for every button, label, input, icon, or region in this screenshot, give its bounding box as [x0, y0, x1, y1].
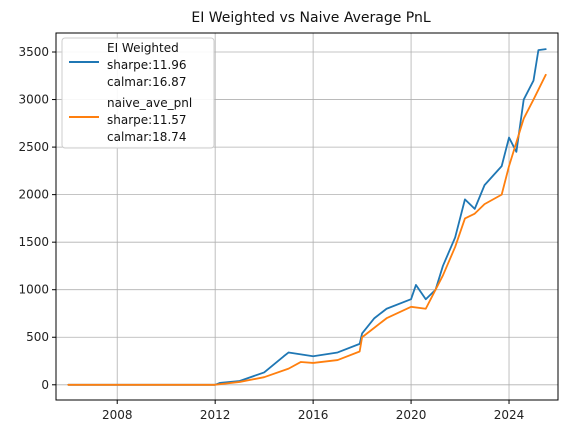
- x-tick-label: 2008: [102, 408, 133, 422]
- legend: EI Weighted sharpe:11.96 calmar:16.87 na…: [61, 37, 215, 149]
- legend-label-ei-weighted-line-1: EI Weighted: [107, 41, 179, 55]
- gridlines: [56, 33, 558, 400]
- legend-label-ei-weighted-line-2: sharpe:11.96: [107, 58, 187, 72]
- x-tick-label: 2020: [396, 408, 427, 422]
- legend-label-naive-ave-pnl-line-3: calmar:18.74: [107, 130, 186, 144]
- y-tick-label: 3000: [18, 93, 49, 107]
- x-tick-label: 2024: [494, 408, 525, 422]
- legend-box: [61, 37, 215, 149]
- series-line-naive-ave-pnl: [67, 73, 547, 386]
- legend-label-ei-weighted-line-3: calmar:16.87: [107, 75, 186, 89]
- x-tick-label: 2016: [298, 408, 329, 422]
- axes: 2008 2012 2016 2020 2024 0 500 1000 1500 2000 2500…: [18, 45, 524, 422]
- legend-label-naive-ave-pnl-line-1: naive_ave_pnl: [107, 96, 192, 110]
- y-tick-label: 3500: [18, 45, 49, 59]
- y-tick-label: 2500: [18, 140, 49, 154]
- y-tick-label: 2000: [18, 188, 49, 202]
- series-lines: [67, 48, 547, 386]
- y-tick-label: 1000: [18, 283, 49, 297]
- plot-frame: [55, 32, 559, 401]
- y-tick-label: 0: [41, 378, 49, 392]
- x-tick-label: 2012: [200, 408, 231, 422]
- y-tick-label: 500: [26, 330, 49, 344]
- chart-title: EI Weighted vs Naive Average PnL: [191, 10, 430, 26]
- series-line-ei-weighted: [67, 48, 547, 386]
- y-tick-label: 1500: [18, 235, 49, 249]
- legend-label-naive-ave-pnl-line-2: sharpe:11.57: [107, 113, 187, 127]
